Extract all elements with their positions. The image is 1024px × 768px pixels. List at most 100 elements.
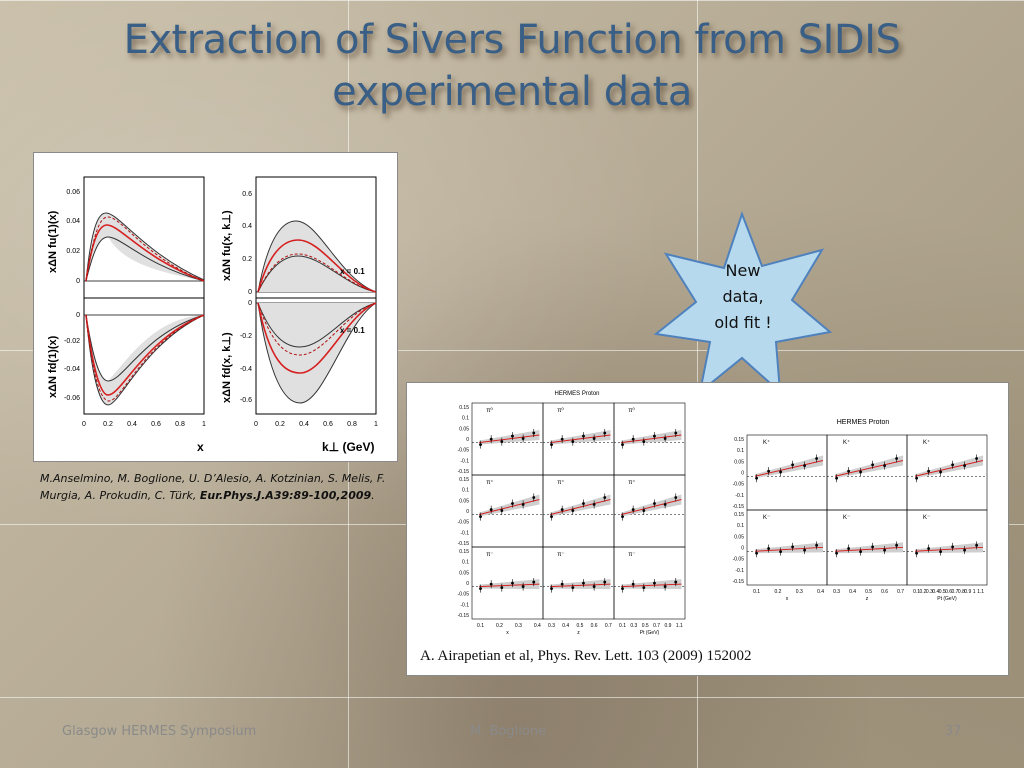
- data-point: [963, 464, 966, 468]
- data-point: [489, 437, 493, 441]
- data-point: [479, 587, 482, 590]
- data-point: [663, 437, 667, 440]
- subplot-frame: [826, 434, 908, 511]
- data-point: [532, 431, 536, 435]
- band-edge: [257, 255, 377, 293]
- data-point: [621, 443, 624, 446]
- subplot-frame: [906, 434, 988, 511]
- subplot-label: K⁺: [843, 439, 850, 446]
- tick-label: -0.6: [240, 397, 252, 404]
- tick-label: 0.6: [151, 421, 161, 428]
- tick-label: -0.15: [458, 469, 470, 475]
- tick-label: 0.2: [103, 421, 113, 428]
- subplot-label: K⁻: [763, 515, 770, 521]
- tick-label: 0.7: [653, 623, 660, 629]
- data-point: [835, 551, 838, 555]
- band-edge: [85, 314, 205, 382]
- tick-label: 0: [248, 289, 252, 296]
- data-point: [803, 464, 806, 468]
- fit-curve: [479, 583, 540, 588]
- tick-label: 0.1: [737, 523, 744, 529]
- tick-label: 0.4: [127, 421, 137, 428]
- callout-line: New: [725, 261, 761, 280]
- data-point: [895, 457, 898, 460]
- subplot-label: K⁻: [843, 515, 850, 521]
- data-point: [663, 503, 667, 506]
- subplot-frame: [746, 434, 828, 511]
- data-point: [915, 551, 918, 555]
- data-point: [791, 545, 794, 549]
- data-point: [592, 437, 596, 440]
- tick-label: 0: [248, 300, 252, 307]
- data-point: [511, 502, 514, 505]
- citation: M.Anselmino, M. Boglione, U. D’Alesio, A…: [40, 470, 400, 504]
- tick-label: -0.05: [458, 520, 470, 526]
- fit-curve: [550, 583, 611, 588]
- tick-label: 0.15: [459, 477, 469, 483]
- data-point: [674, 496, 678, 499]
- tick-label: -0.1: [460, 602, 469, 608]
- fit-curve: [478, 498, 540, 516]
- data-point: [603, 431, 607, 435]
- tick-label: 0.2: [275, 421, 285, 428]
- subplot-label: π⁰: [486, 407, 493, 414]
- tick-label: 0.6: [881, 589, 888, 595]
- x-axis-label: x: [197, 440, 204, 454]
- callout-line: data,: [722, 287, 764, 306]
- y-axis-label-d: xΔN fd(1)(x): [47, 335, 59, 398]
- data-point: [939, 550, 942, 554]
- data-point: [521, 503, 525, 506]
- data-point: [939, 470, 942, 474]
- data-point: [592, 503, 596, 506]
- data-point: [560, 508, 564, 511]
- tick-label: 0.9: [664, 623, 671, 629]
- band-edge: [257, 220, 377, 293]
- data-point: [489, 508, 493, 511]
- data-point: [847, 469, 850, 473]
- fit-curve: [621, 583, 682, 588]
- data-point: [631, 582, 635, 586]
- data-point: [653, 434, 656, 438]
- tick-label: 0: [82, 421, 86, 428]
- tick-label: 0.04: [66, 218, 80, 225]
- data-point: [582, 581, 585, 585]
- data-point: [631, 437, 635, 441]
- data-point: [859, 550, 862, 554]
- data-point: [951, 545, 954, 549]
- data-point: [871, 545, 874, 549]
- fit-curve: [754, 546, 824, 552]
- tick-label: 0.5: [576, 623, 583, 629]
- data-point: [592, 585, 596, 588]
- footer-author: M. Boglione: [470, 724, 547, 739]
- data-point: [560, 582, 564, 586]
- tick-label: 0.15: [734, 512, 744, 518]
- subplot-frame: [613, 474, 686, 548]
- subplot-label: π⁺: [557, 479, 564, 486]
- data-point: [582, 434, 585, 438]
- data-point: [975, 457, 978, 460]
- subplot-frame: [613, 546, 686, 620]
- data-point: [653, 502, 656, 505]
- data-point: [915, 476, 918, 480]
- tick-label: -0.05: [458, 448, 470, 454]
- data-point: [560, 437, 564, 441]
- data-point: [511, 581, 514, 585]
- data-point: [663, 585, 667, 588]
- data-point: [621, 515, 624, 518]
- tick-label: 0: [76, 278, 80, 285]
- data-point: [963, 548, 966, 552]
- data-point: [883, 464, 886, 468]
- data-point: [951, 463, 954, 467]
- tick-label: 0.1: [477, 623, 484, 629]
- tick-label: 0.05: [459, 498, 469, 504]
- tick-label: 0.05: [734, 459, 744, 465]
- subplot-label: π⁺: [486, 479, 493, 486]
- data-point: [500, 586, 504, 589]
- tick-label: 0: [741, 471, 744, 477]
- tick-label: 1.1: [977, 589, 984, 595]
- slide-title: Extraction of Sivers Function from SIDIS…: [123, 17, 901, 115]
- data-point: [779, 550, 782, 554]
- fit-curve: [834, 460, 904, 477]
- tick-label: 0.2: [496, 623, 503, 629]
- axis-label: z: [577, 630, 580, 636]
